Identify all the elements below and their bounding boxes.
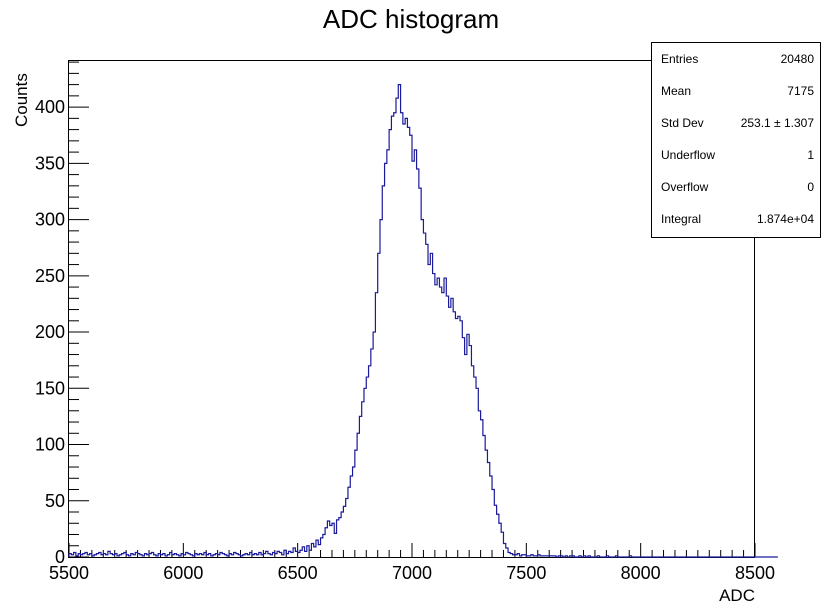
stats-integral-value: 1.874e+04 <box>756 212 814 226</box>
y-tick-label: 400 <box>35 97 65 117</box>
x-tick-label: 6000 <box>163 563 203 583</box>
histogram-line <box>68 84 778 558</box>
x-tick-label: 5500 <box>49 563 89 583</box>
stats-stddev-label: Std Dev <box>661 116 704 130</box>
y-tick-label: 350 <box>35 153 65 173</box>
y-tick-label: 250 <box>35 266 65 286</box>
x-tick-label: 7500 <box>506 563 546 583</box>
stats-row-integral: Integral 1.874e+04 <box>652 203 820 235</box>
x-tick-label: 8000 <box>621 563 661 583</box>
plot-frame <box>68 60 755 558</box>
stats-mean-value: 7175 <box>787 84 814 98</box>
stats-row-entries: Entries 20480 <box>652 43 820 75</box>
x-axis-title: ADC <box>719 586 755 604</box>
stats-entries-value: 20480 <box>780 52 814 66</box>
stats-integral-label: Integral <box>661 212 702 226</box>
x-tick-label: 6500 <box>278 563 318 583</box>
x-tick-label: 7000 <box>392 563 432 583</box>
stats-row-overflow: Overflow 0 <box>652 171 820 203</box>
x-tick-label: 8500 <box>735 563 775 583</box>
stats-mean-label: Mean <box>661 84 692 98</box>
y-axis-title: Counts <box>12 73 31 127</box>
y-tick-label: 0 <box>55 547 65 567</box>
y-tick-label: 300 <box>35 210 65 230</box>
y-tick-label: 50 <box>45 491 65 511</box>
chart-title: ADC histogram <box>322 4 500 34</box>
stats-entries-label: Entries <box>661 52 699 66</box>
stats-row-mean: Mean 7175 <box>652 75 820 107</box>
y-tick-label: 200 <box>35 322 65 342</box>
stats-stddev-value: 253.1 ± 1.307 <box>740 116 814 130</box>
stats-row-stddev: Std Dev 253.1 ± 1.307 <box>652 107 820 139</box>
stats-overflow-value: 0 <box>807 180 814 194</box>
stats-underflow-value: 1 <box>807 148 814 162</box>
y-tick-label: 100 <box>35 435 65 455</box>
stats-underflow-label: Underflow <box>661 148 716 162</box>
stats-overflow-label: Overflow <box>661 180 709 194</box>
stats-box: Entries 20480 Mean 7175 Std Dev 253.1 ± … <box>651 42 821 238</box>
stats-row-underflow: Underflow 1 <box>652 139 820 171</box>
y-tick-label: 150 <box>35 378 65 398</box>
